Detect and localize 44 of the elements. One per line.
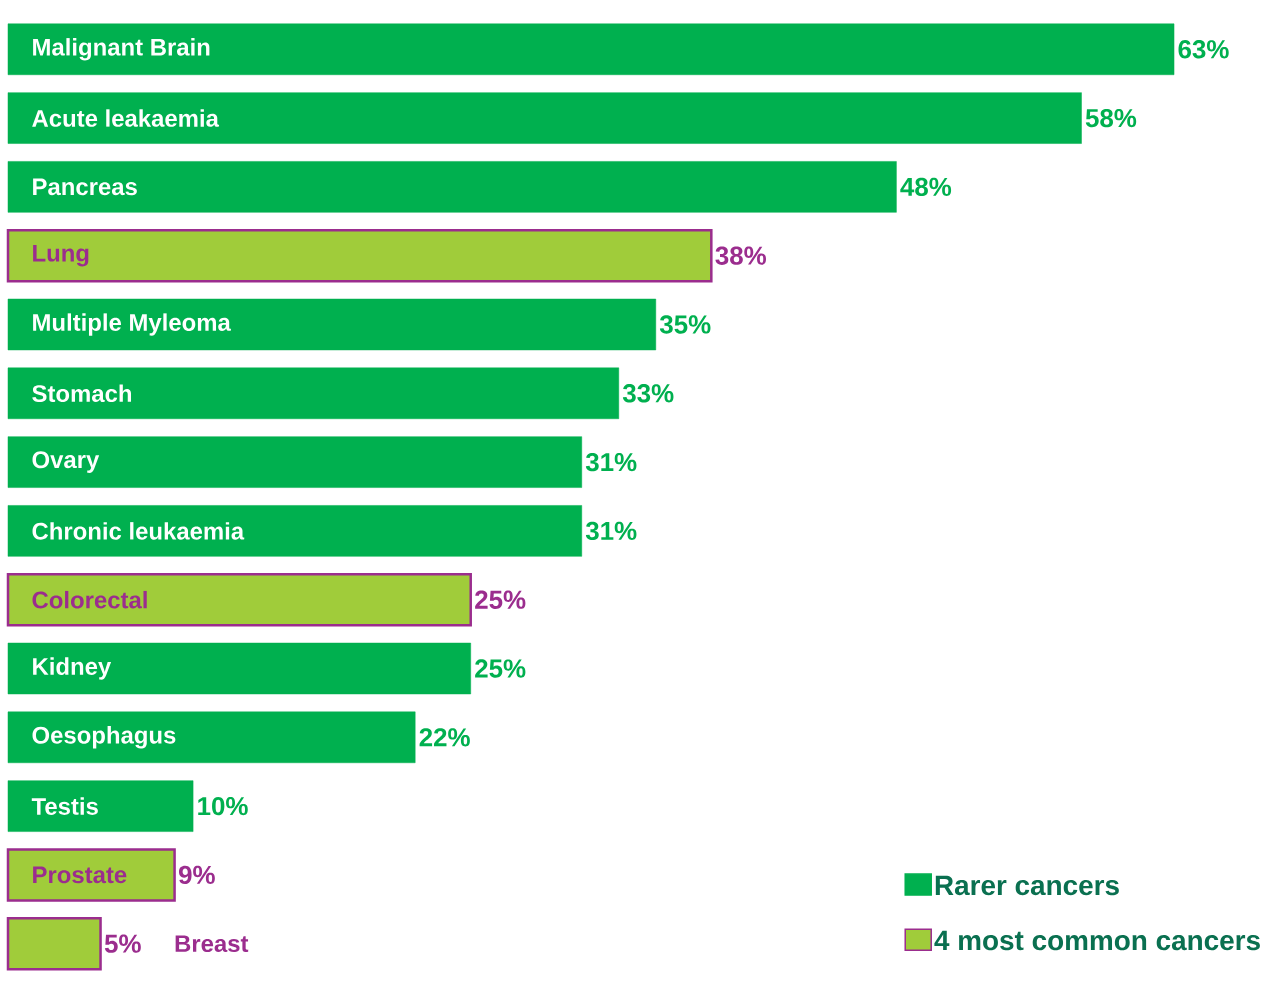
y-tick-label: Multiple Myleoma	[33, 313, 231, 336]
data-label: 5%	[104, 934, 141, 953]
y-tick-label: Testis	[31, 797, 98, 815]
bar	[7, 367, 620, 420]
data-label: 31%	[585, 452, 637, 472]
legend-label: Rarer cancers	[935, 875, 1119, 896]
bar	[7, 711, 416, 764]
y-tick-label: Colorectal	[32, 590, 147, 609]
data-label: 33%	[622, 384, 674, 403]
bar	[7, 161, 897, 213]
data-label: 25%	[475, 590, 526, 609]
data-label: 25%	[475, 659, 526, 678]
bar	[7, 780, 194, 832]
bar	[7, 92, 1082, 144]
bar	[7, 505, 583, 557]
bar	[7, 436, 583, 488]
bar	[6, 848, 176, 902]
y-tick-label: Oesophagus	[32, 726, 176, 749]
y-tick-label: Lung	[33, 244, 89, 267]
bar	[6, 573, 472, 627]
y-tick-label: Acute leakaemia	[32, 109, 220, 127]
legend-label: 4 most common cancers	[934, 930, 1260, 951]
data-label: 31%	[585, 521, 637, 541]
data-label: 35%	[659, 315, 711, 334]
bar	[6, 917, 102, 971]
data-label: 22%	[419, 728, 470, 747]
y-tick-label: Ovary	[32, 451, 100, 473]
y-tick-label: Kidney	[33, 657, 112, 680]
y-tick-label: Prostate	[33, 866, 127, 884]
bar	[7, 298, 657, 351]
data-label: 38%	[715, 246, 766, 265]
bar	[7, 642, 471, 695]
data-label: 9%	[178, 865, 215, 885]
data-label: 10%	[198, 796, 248, 816]
y-tick-label: Breast	[175, 935, 249, 953]
y-tick-label: Pancreas	[33, 178, 137, 196]
y-tick-label: Chronic leukaemia	[32, 522, 245, 540]
data-label: 63%	[1178, 40, 1229, 59]
data-label: 48%	[900, 177, 952, 197]
data-label: 58%	[1085, 108, 1137, 128]
bar	[6, 228, 713, 283]
bar	[7, 23, 1175, 75]
y-tick-label: Stomach	[32, 384, 132, 403]
y-tick-label: Malignant Brain	[33, 38, 210, 61]
